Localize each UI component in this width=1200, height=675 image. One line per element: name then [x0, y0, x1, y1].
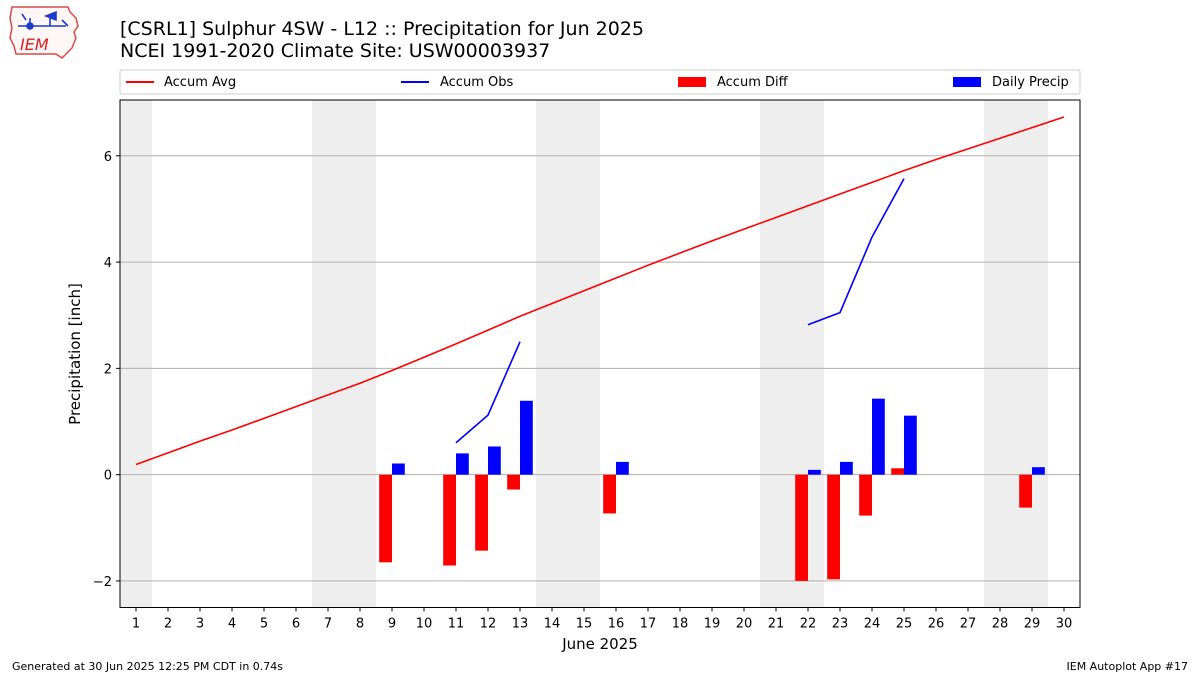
legend-label-accum-obs: Accum Obs: [440, 75, 513, 90]
x-tick-label-13: 13: [512, 617, 529, 632]
x-tick-label-26: 26: [928, 617, 945, 632]
x-tick-label-6: 6: [292, 617, 300, 632]
daily-bar-day-9: [392, 463, 405, 475]
accum-obs-line-1: [807, 178, 905, 326]
x-tick-label-12: 12: [480, 617, 497, 632]
x-axis-label: June 2025: [561, 635, 638, 653]
x-tick-label-22: 22: [800, 617, 817, 632]
weekend-band-8: [344, 100, 376, 608]
legend-box: [119, 69, 1081, 95]
diff-bar-day-11: [443, 474, 456, 566]
daily-bar-day-23: [840, 461, 853, 475]
x-tick-label-30: 30: [1056, 617, 1073, 632]
x-tick-label-21: 21: [768, 617, 785, 632]
weekend-shading: [120, 100, 1048, 608]
daily-bar-day-11: [456, 453, 469, 475]
diff-bar-day-29: [1019, 474, 1032, 508]
daily-bar-day-12: [488, 446, 501, 475]
weekend-band-7: [312, 100, 344, 608]
daily-bar-day-24: [872, 398, 885, 475]
weekend-band-29: [1016, 100, 1048, 608]
x-tick-label-16: 16: [608, 617, 625, 632]
x-tick-label-8: 8: [356, 617, 364, 632]
x-tick-label-15: 15: [576, 617, 593, 632]
iem-logo: IEM: [9, 6, 79, 59]
y-tick-label-4: 4: [104, 256, 112, 271]
diff-bar-day-16: [603, 474, 616, 514]
x-tick-label-4: 4: [228, 617, 236, 632]
y-tick-label-6: 6: [104, 150, 112, 165]
y-axis: −2 0 2 4 6: [93, 150, 120, 590]
x-tick-label-29: 29: [1024, 617, 1041, 632]
x-tick-label-19: 19: [704, 617, 721, 632]
footer-app-text: IEM Autoplot App #17: [1066, 660, 1189, 673]
footer-generated-text: Generated at 30 Jun 2025 12:25 PM CDT in…: [12, 660, 284, 673]
legend-swatch-accum-diff: [678, 77, 706, 87]
x-tick-label-1: 1: [132, 617, 140, 632]
x-tick-label-7: 7: [324, 617, 332, 632]
x-tick-label-2: 2: [164, 617, 172, 632]
daily-bar-day-25: [904, 415, 917, 475]
state-outline-icon: [9, 6, 79, 59]
x-tick-label-25: 25: [896, 617, 913, 632]
y-tick-label--2: −2: [93, 575, 112, 590]
x-axis: 1 2 3 4 5 6 7 8 9 10 11 12 13 14 15 16 17 18 19 20 21 22 23 24 2…: [132, 607, 1073, 632]
legend-label-daily-precip: Daily Precip: [992, 75, 1069, 90]
x-tick-label-28: 28: [992, 617, 1009, 632]
legend-swatch-daily-precip: [953, 77, 981, 87]
weekend-band-1: [120, 100, 152, 608]
diff-bar-day-12: [475, 474, 488, 551]
y-tick-label-2: 2: [104, 362, 112, 377]
x-tick-label-18: 18: [672, 617, 689, 632]
series-lines: [135, 116, 1065, 466]
x-tick-label-17: 17: [640, 617, 657, 632]
y-tick-label-0: 0: [104, 469, 112, 484]
weather-station-icon: [18, 10, 69, 30]
bars: [379, 398, 1045, 581]
diff-bar-day-9: [379, 474, 392, 563]
y-axis-label: Precipitation [inch]: [66, 283, 84, 425]
x-tick-label-5: 5: [260, 617, 268, 632]
accum-avg-line-0: [135, 116, 1065, 466]
x-tick-label-10: 10: [416, 617, 433, 632]
weekend-band-15: [568, 100, 600, 608]
x-tick-label-14: 14: [544, 617, 561, 632]
chart-subtitle: NCEI 1991-2020 Climate Site: USW00003937: [120, 40, 551, 62]
legend: Accum Avg Accum Obs Accum Diff Daily Precip: [119, 69, 1081, 95]
daily-bar-day-22: [808, 469, 821, 475]
legend-label-accum-diff: Accum Diff: [717, 75, 789, 90]
x-tick-label-3: 3: [196, 617, 204, 632]
x-tick-label-11: 11: [448, 617, 465, 632]
diff-bar-day-22: [795, 474, 808, 581]
legend-label-accum-avg: Accum Avg: [164, 75, 236, 90]
weekend-band-21: [760, 100, 792, 608]
daily-bar-day-16: [616, 461, 629, 475]
diff-bar-day-23: [827, 474, 840, 580]
chart-title: [CSRL1] Sulphur 4SW - L12 :: Precipitati…: [120, 18, 645, 40]
diff-bar-day-25: [891, 468, 904, 475]
accum-obs-line-0: [455, 341, 521, 444]
x-tick-label-24: 24: [864, 617, 881, 632]
diff-bar-day-24: [859, 474, 872, 516]
gridlines: [120, 155, 1080, 582]
x-tick-label-20: 20: [736, 617, 753, 632]
x-tick-label-27: 27: [960, 617, 977, 632]
daily-bar-day-29: [1032, 467, 1045, 475]
weekend-band-14: [536, 100, 568, 608]
x-tick-label-23: 23: [832, 617, 849, 632]
daily-bar-day-13: [520, 400, 533, 475]
x-tick-label-9: 9: [388, 617, 396, 632]
plot-frame: [119, 99, 1081, 608]
weekend-band-28: [984, 100, 1016, 608]
logo-text: IEM: [20, 35, 49, 54]
diff-bar-day-13: [507, 474, 520, 490]
